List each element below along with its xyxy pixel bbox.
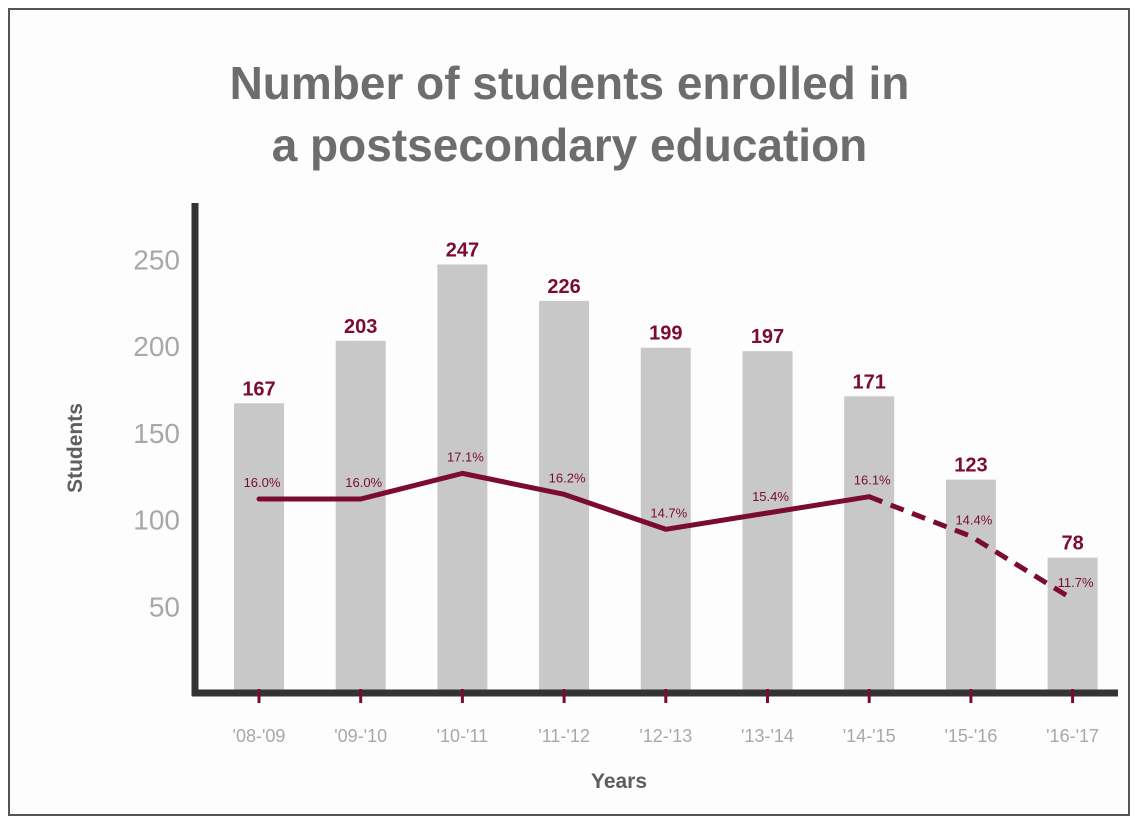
- chart-title-line-1: Number of students enrolled in: [229, 57, 910, 109]
- x-tick-label: '08-'09: [233, 726, 286, 746]
- bar: [234, 403, 284, 693]
- rate-value-label: 11.7%: [1058, 575, 1094, 590]
- bar-value-label: 247: [446, 239, 479, 261]
- rate-value-label: 14.7%: [650, 505, 687, 520]
- x-tick-label: '13-'14: [741, 726, 794, 746]
- bar: [945, 479, 996, 693]
- bar: [1047, 557, 1098, 693]
- x-tick-label: '16-'17: [1046, 726, 1099, 746]
- x-tick-label: '12-'13: [639, 726, 692, 746]
- bar: [844, 396, 895, 693]
- bar-value-label: 78: [1061, 533, 1083, 555]
- x-tick-label: '11-'12: [538, 726, 590, 746]
- x-tick-label: '14-'15: [843, 726, 896, 746]
- bar: [742, 351, 793, 693]
- bar-value-label: 171: [853, 371, 886, 393]
- y-axis-label: Students: [64, 403, 87, 493]
- y-tick-label: 200: [133, 331, 180, 362]
- chart-title-line-2: a postsecondary education: [271, 119, 868, 171]
- bar-value-label: 197: [751, 326, 784, 348]
- rate-value-label: 16.0%: [345, 475, 382, 490]
- x-tick-label: '09-'10: [334, 726, 387, 746]
- y-tick-label: 100: [133, 505, 180, 536]
- bar-value-label: 199: [649, 323, 682, 345]
- rate-value-label: 14.4%: [955, 512, 992, 527]
- rate-value-label: 16.2%: [549, 470, 586, 485]
- rate-value-label: 16.1%: [854, 473, 891, 488]
- rate-value-label: 17.1%: [447, 449, 484, 464]
- rate-value-label: 15.4%: [752, 489, 789, 504]
- x-tick-label: '10-'11: [437, 726, 489, 746]
- bar-value-label: 123: [954, 455, 987, 477]
- chart-title: Number of students enrolled in a postsec…: [0, 52, 1139, 176]
- bar-value-label: 226: [547, 276, 580, 298]
- bar-value-label: 203: [344, 316, 377, 338]
- rate-line-solid: [256, 470, 872, 532]
- rate-line-dashed: [868, 494, 1074, 602]
- x-tick-label: '15-'16: [944, 726, 997, 746]
- bar: [640, 347, 691, 693]
- rate-value-label: 16.0%: [244, 475, 281, 490]
- y-tick-label: 250: [133, 244, 180, 275]
- x-axis-label: Years: [591, 770, 647, 793]
- bar-value-label: 167: [242, 378, 275, 400]
- y-tick-label: 150: [133, 418, 180, 449]
- y-tick-label: 50: [149, 591, 180, 622]
- bar: [335, 340, 386, 693]
